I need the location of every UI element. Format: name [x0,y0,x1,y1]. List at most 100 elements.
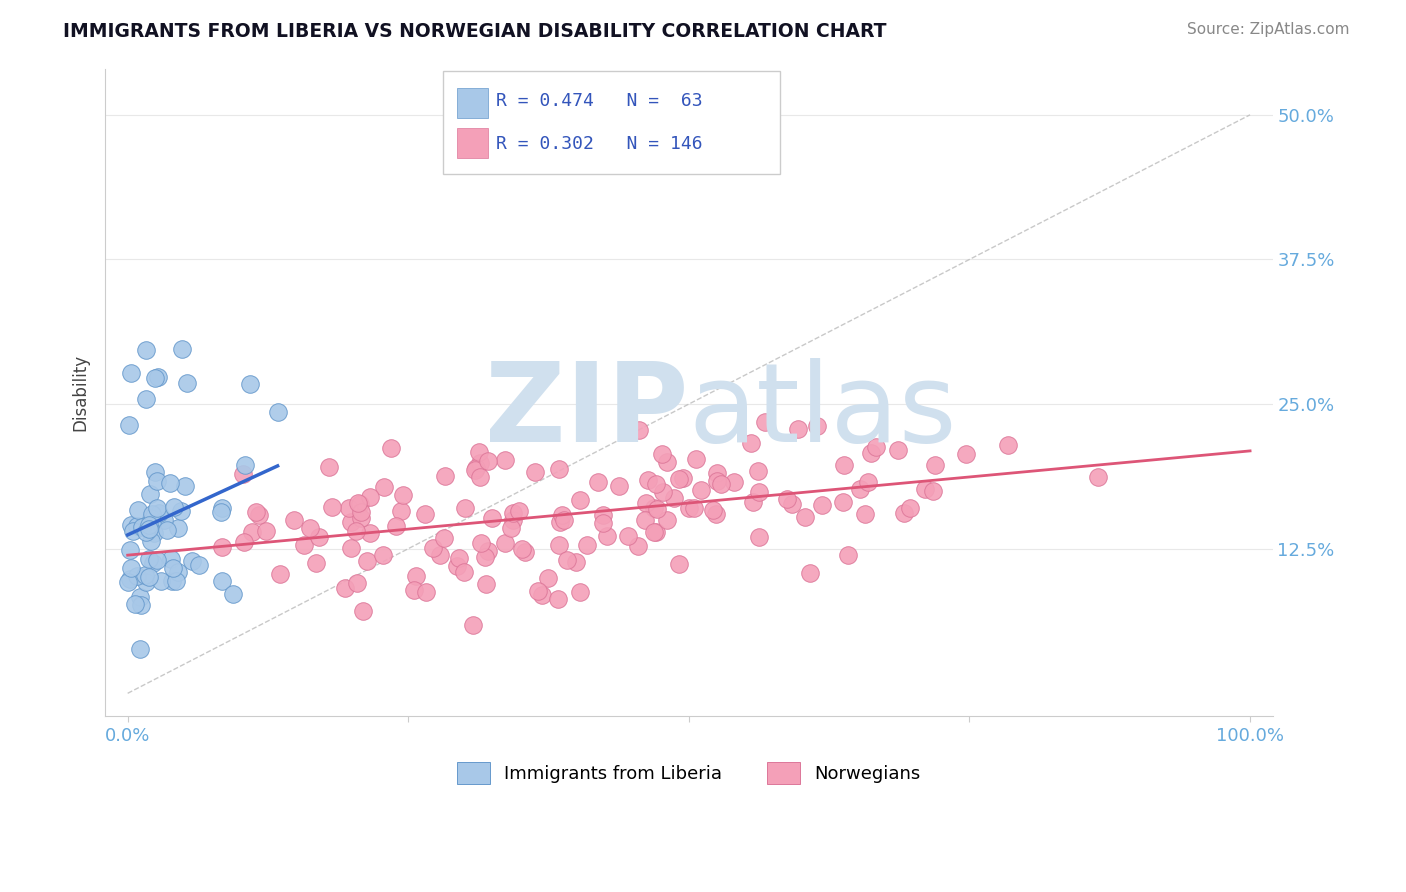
Point [955,447,977,461]
Point [592,508,614,522]
Point [359,491,381,505]
Point [385,519,408,533]
Point [748,530,770,544]
Point [586,475,609,489]
Point [924,458,946,472]
Text: R = 0.302   N = 146: R = 0.302 N = 146 [496,135,703,153]
Point [152,513,174,527]
Point [672,471,695,485]
Point [547,592,569,607]
Point [118,542,141,557]
Point [413,507,436,521]
Point [335,582,357,596]
Point [254,524,277,538]
Text: Source: ZipAtlas.com: Source: ZipAtlas.com [1187,22,1350,37]
Point [162,574,184,588]
Point [380,441,402,455]
Point [776,491,799,506]
Point [211,574,233,588]
Point [162,560,184,574]
Point [474,549,496,564]
Point [141,510,163,524]
Point [359,525,381,540]
Point [129,598,152,612]
Point [143,466,166,480]
Point [167,521,190,535]
Point [135,574,157,589]
Point [551,508,574,522]
Point [787,422,810,436]
Point [146,501,169,516]
Point [710,477,733,491]
Point [283,513,305,527]
Point [148,506,170,520]
Point [135,392,157,407]
Point [651,447,673,461]
Text: atlas: atlas [689,359,957,466]
Point [299,521,322,535]
Point [748,484,770,499]
Point [887,443,910,458]
Point [135,524,157,539]
Point [464,460,486,475]
Point [592,516,614,531]
Point [706,475,728,489]
Point [449,550,471,565]
Point [117,574,139,589]
Point [122,524,145,538]
Point [502,513,524,527]
Point [531,588,554,602]
Point [344,524,367,538]
Point [292,538,315,552]
Point [799,566,821,580]
Point [575,538,598,552]
Point [141,508,163,522]
Point [142,556,165,570]
Point [1087,470,1109,484]
Point [120,366,142,380]
Point [780,497,803,511]
Point [350,511,373,525]
Point [706,467,728,481]
Point [643,500,665,515]
Point [702,503,724,517]
Point [446,558,468,573]
Point [266,405,288,419]
Point [723,475,745,489]
Point [159,475,181,490]
Point [668,472,690,486]
Point [249,508,271,522]
Text: ZIP: ZIP [485,359,689,466]
Point [848,482,870,496]
Point [853,507,876,521]
Point [464,463,486,477]
Point [172,342,194,356]
Point [156,523,179,537]
Point [742,495,765,509]
Point [477,453,499,467]
Point [166,566,188,580]
Point [494,536,516,550]
Point [627,423,650,437]
Point [832,495,855,509]
Point [349,497,371,511]
Point [643,524,665,539]
Point [537,571,560,585]
Point [143,371,166,385]
Point [352,604,374,618]
Point [617,529,640,543]
Point [150,574,173,589]
Point [527,584,550,599]
Point [141,533,163,548]
Point [806,419,828,434]
Point [690,483,713,498]
Point [350,505,373,519]
Point [402,583,425,598]
Point [858,475,880,490]
Point [135,343,157,358]
Point [747,464,769,478]
Point [468,456,491,470]
Point [454,500,477,515]
Point [160,552,183,566]
Point [865,440,887,454]
